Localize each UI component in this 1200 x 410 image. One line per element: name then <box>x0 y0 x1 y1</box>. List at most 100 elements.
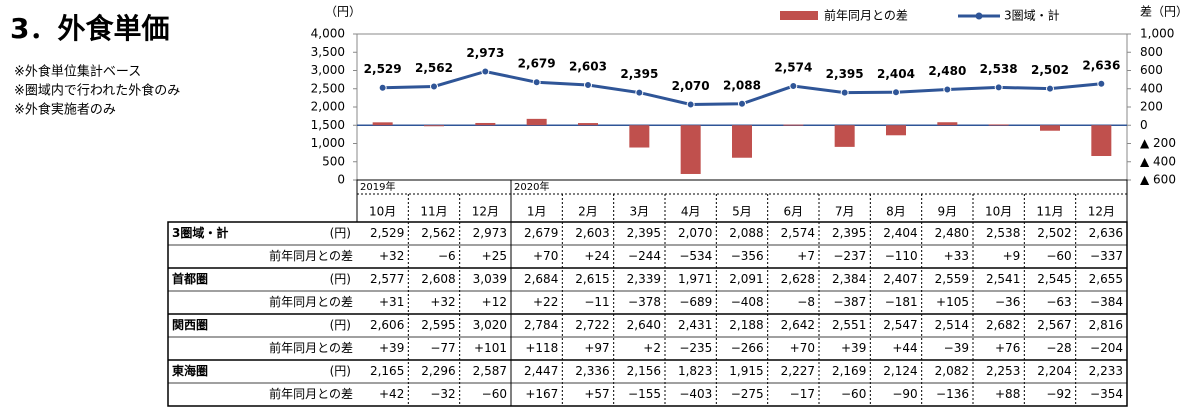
bar <box>372 122 393 126</box>
table-cell: 2,514 <box>935 318 969 332</box>
y2-tick-label: 0 <box>1140 118 1148 132</box>
table-cell: −275 <box>731 387 764 401</box>
row-label: 関西圏 <box>172 318 208 332</box>
table-cell: +25 <box>482 249 507 263</box>
month-label: 6月 <box>784 205 804 219</box>
table-cell: −204 <box>1090 341 1123 355</box>
table-cell: +33 <box>944 249 969 263</box>
data-label: 2,603 <box>569 59 607 73</box>
month-label: 10月 <box>985 205 1012 219</box>
row-label: 東海圏 <box>172 363 208 378</box>
table-cell: −356 <box>731 249 764 263</box>
point <box>584 80 592 89</box>
bar <box>578 123 598 126</box>
point <box>1097 79 1106 88</box>
y-tick-label: 3,500 <box>311 45 345 59</box>
table-cell: 2,339 <box>627 272 661 286</box>
bar <box>988 124 1009 126</box>
y-tick-label: 4,000 <box>311 27 345 41</box>
table-cell: 2,722 <box>575 318 609 332</box>
y-axis-label: （円） <box>325 5 361 19</box>
y-tick-label: 2,000 <box>311 100 345 114</box>
data-label: 2,395 <box>620 67 658 81</box>
table-cell: −6 <box>438 249 456 263</box>
month-label: 2月 <box>578 205 598 219</box>
month-label: 5月 <box>732 205 752 219</box>
table-cell: 2,188 <box>729 318 763 332</box>
table-cell: +44 <box>892 341 917 355</box>
note: ※外食単位集計ベース <box>14 64 141 80</box>
data-label: 2,529 <box>364 62 402 76</box>
table-cell: 1,971 <box>678 272 712 286</box>
point <box>994 83 1003 92</box>
table-cell: 2,480 <box>935 226 969 240</box>
table-cell: 2,562 <box>421 226 455 240</box>
table-cell: 3,020 <box>473 318 507 332</box>
table-cell: 2,682 <box>986 318 1020 332</box>
point <box>738 99 746 108</box>
table-cell: 2,559 <box>935 272 969 286</box>
table-cell: −92 <box>1046 387 1071 401</box>
table-cell: 2,156 <box>627 364 661 378</box>
data-label: 2,395 <box>826 67 864 81</box>
page-title: 3．外食単価 <box>10 12 169 45</box>
point <box>789 82 798 91</box>
bar <box>834 125 855 147</box>
bar <box>732 125 752 158</box>
table-cell: −354 <box>1090 387 1123 401</box>
month-label: 9月 <box>938 205 958 219</box>
table-cell: 2,567 <box>1037 318 1071 332</box>
table-cell: +24 <box>584 249 609 263</box>
table-cell: +97 <box>584 341 609 355</box>
table-cell: 2,091 <box>729 272 763 286</box>
table-cell: +31 <box>379 295 404 309</box>
data-label: 2,679 <box>518 57 556 71</box>
y2-tick-label: 1,000 <box>1140 27 1174 41</box>
table-cell: −136 <box>936 387 969 401</box>
table-cell: +88 <box>995 387 1020 401</box>
table-cell: 2,336 <box>575 364 609 378</box>
bar <box>1040 125 1060 131</box>
table-cell: +32 <box>379 249 404 263</box>
legend-label: 前年同月との差 <box>824 8 908 23</box>
table-cell: 2,407 <box>883 272 917 286</box>
y2-axis-label: 差（円） <box>1140 5 1188 19</box>
point <box>635 88 644 97</box>
table-cell: +42 <box>379 387 404 401</box>
table-cell: 2,296 <box>421 364 455 378</box>
table-cell: −8 <box>797 295 815 309</box>
table-cell: +105 <box>936 295 969 309</box>
month-label: 4月 <box>681 205 701 219</box>
table-cell: +70 <box>533 249 558 263</box>
table-cell: 2,655 <box>1089 272 1123 286</box>
table-cell: 2,384 <box>832 272 866 286</box>
table-cell: −90 <box>892 387 917 401</box>
table-cell: 2,169 <box>832 364 866 378</box>
month-label: 7月 <box>835 205 855 219</box>
table-cell: +70 <box>790 341 815 355</box>
table-cell: 2,124 <box>883 364 917 378</box>
table-cell: −17 <box>790 387 815 401</box>
table-cell: −181 <box>885 295 918 309</box>
table-cell: 2,628 <box>781 272 815 286</box>
table-cell: 2,551 <box>832 318 866 332</box>
bar <box>886 125 906 136</box>
table-cell: −60 <box>482 387 507 401</box>
year-label: 2020年 <box>514 180 549 193</box>
point <box>1046 84 1054 93</box>
table-cell: 2,608 <box>421 272 455 286</box>
table-cell: −110 <box>885 249 918 263</box>
table-cell: 2,784 <box>524 318 558 332</box>
table-cell: −266 <box>731 341 764 355</box>
row-unit: (円) <box>330 272 351 286</box>
table-cell: 2,204 <box>1037 364 1071 378</box>
table-cell: 2,227 <box>781 364 815 378</box>
table-cell: 2,684 <box>524 272 558 286</box>
y-tick-label: 3,000 <box>311 63 345 77</box>
table-cell: +7 <box>797 249 815 263</box>
month-label: 3月 <box>630 205 650 219</box>
y-tick-label: 1,000 <box>311 136 345 150</box>
table-cell: 2,253 <box>986 364 1020 378</box>
table-cell: 2,547 <box>883 318 917 332</box>
